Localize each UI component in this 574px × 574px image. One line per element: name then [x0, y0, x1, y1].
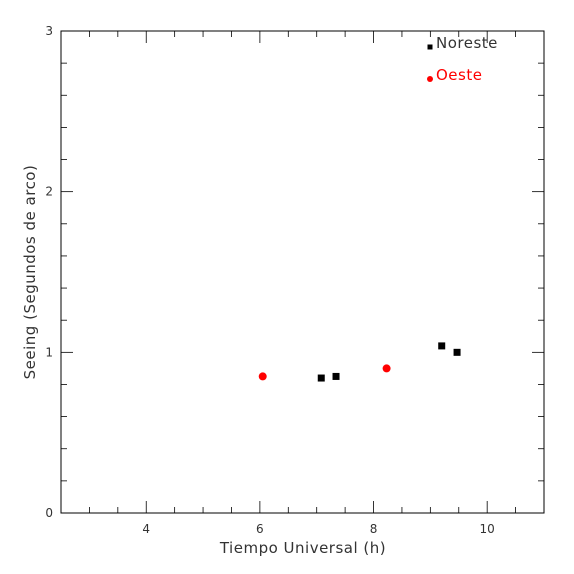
x-tick-label: 8 [370, 522, 378, 536]
plot-frame [60, 30, 545, 514]
x-tick-label: 6 [256, 522, 264, 536]
y-tick-label: 1 [45, 345, 53, 359]
data-points [258, 342, 461, 382]
data-point-noreste [332, 372, 340, 380]
legend-marker-noreste [427, 44, 433, 50]
legend-label-oeste: Oeste [436, 66, 482, 84]
x-tick-label: 10 [480, 522, 495, 536]
x-axis-label: Tiempo Universal (h) [219, 539, 386, 557]
legend-marker-oeste [427, 76, 433, 82]
x-tick-label: 4 [142, 522, 150, 536]
y-tick-label: 0 [45, 506, 53, 520]
legend: Noreste Oeste [427, 34, 498, 84]
y-tick-label: 2 [45, 185, 53, 199]
data-point-noreste [317, 374, 325, 382]
data-point-oeste [382, 364, 391, 373]
legend-label-noreste: Noreste [436, 34, 498, 52]
axis-tick-labels: 4 6 8 10 0 1 2 3 [45, 24, 494, 536]
data-point-noreste [453, 348, 461, 356]
y-tick-label: 3 [45, 24, 53, 38]
axis-ticks [61, 31, 544, 513]
y-axis-label: Seeing (Segundos de arco) [21, 165, 39, 380]
data-point-oeste [258, 372, 267, 381]
data-point-noreste [438, 342, 446, 350]
